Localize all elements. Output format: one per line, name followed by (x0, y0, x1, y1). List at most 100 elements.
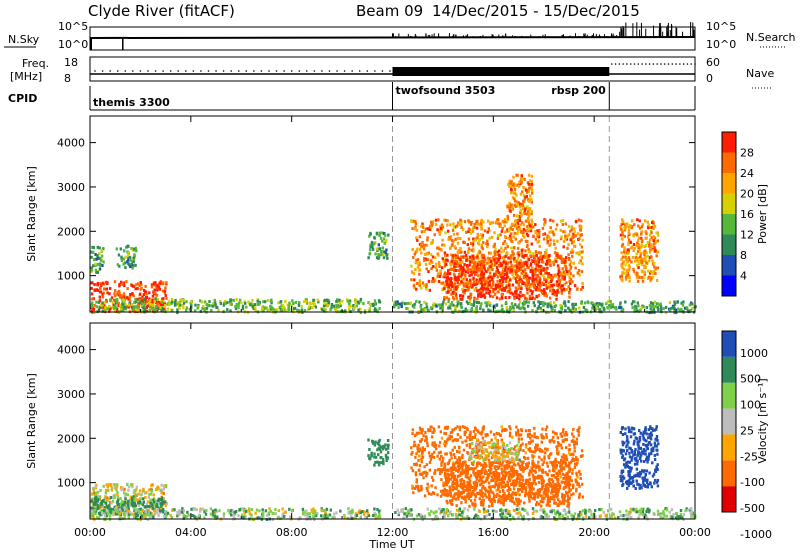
data-cell (150, 285, 154, 289)
data-cell (569, 229, 572, 233)
data-cell (427, 492, 431, 495)
data-cell (409, 301, 412, 305)
data-cell (458, 450, 461, 454)
data-cell (477, 251, 480, 255)
data-cell (487, 260, 491, 264)
data-cell (627, 268, 631, 272)
data-cell (633, 247, 637, 250)
data-cell (498, 481, 501, 485)
data-cell (640, 306, 643, 310)
data-cell (201, 307, 204, 311)
data-cell (549, 230, 553, 234)
data-cell (133, 300, 136, 304)
data-cell (140, 514, 144, 518)
data-cell (377, 509, 381, 513)
data-cell (497, 271, 500, 275)
data-cell (550, 279, 553, 283)
data-cell (518, 275, 522, 279)
data-cell (532, 279, 535, 283)
data-cell (449, 288, 453, 292)
data-cell (480, 280, 483, 284)
data-cell (277, 301, 280, 305)
data-cell (438, 232, 441, 236)
data-cell (474, 427, 478, 431)
data-cell (501, 428, 505, 432)
data-cell (153, 308, 156, 312)
data-cell (447, 306, 450, 310)
data-cell (212, 302, 215, 306)
data-cell (143, 288, 146, 292)
data-cell (420, 488, 423, 492)
data-cell (270, 298, 273, 302)
data-cell (556, 478, 560, 481)
data-cell (513, 479, 517, 483)
data-cell (111, 513, 114, 517)
data-cell (525, 190, 529, 194)
data-cell (626, 260, 629, 264)
data-cell (485, 242, 488, 246)
data-cell (99, 305, 103, 309)
data-cell (629, 224, 632, 228)
data-cell (123, 500, 126, 504)
data-cell (339, 304, 342, 308)
data-cell (376, 515, 380, 519)
data-cell (97, 308, 101, 312)
data-cell (574, 234, 577, 238)
data-cell (651, 305, 654, 309)
data-cell (232, 513, 235, 517)
data-cell (90, 292, 94, 296)
data-cell (110, 501, 113, 505)
data-cell (611, 303, 615, 307)
data-cell (522, 193, 526, 197)
data-cell (578, 484, 581, 488)
data-cell (359, 515, 362, 519)
data-cell (562, 239, 566, 243)
data-cell (436, 246, 439, 250)
data-cell (572, 232, 575, 236)
data-cell (542, 237, 546, 241)
data-cell (537, 288, 540, 292)
data-cell (572, 240, 575, 244)
data-cell (519, 208, 522, 212)
nsearch-label: N.Search (746, 31, 796, 44)
data-cell (457, 248, 461, 252)
data-cell (621, 279, 624, 283)
data-cell (452, 297, 455, 301)
data-cell (182, 513, 185, 517)
data-cell (475, 462, 479, 466)
data-cell (423, 471, 426, 475)
data-cell (552, 232, 556, 236)
data-cell (630, 302, 634, 306)
data-cell (285, 309, 288, 313)
data-cell (543, 291, 546, 295)
data-cell (461, 228, 465, 231)
data-cell (568, 291, 571, 295)
data-cell (117, 498, 120, 502)
data-cell (572, 234, 576, 238)
data-cell (141, 503, 145, 507)
data-cell (620, 251, 623, 255)
data-cell (199, 309, 202, 313)
data-cell (386, 446, 390, 450)
data-cell (306, 515, 310, 519)
data-cell (541, 255, 545, 259)
power-panel-bg (90, 116, 695, 312)
data-cell (393, 301, 396, 305)
data-cell (623, 267, 626, 271)
data-cell (555, 223, 559, 227)
data-cell (420, 457, 423, 461)
data-cell (339, 509, 342, 513)
data-cell (432, 265, 435, 268)
data-cell (587, 301, 590, 305)
power-colorbar-segment (722, 132, 736, 153)
data-cell (415, 258, 418, 262)
data-cell (506, 217, 510, 221)
data-cell (150, 489, 154, 493)
data-cell (420, 286, 423, 290)
data-cell (413, 305, 416, 309)
data-cell (214, 508, 217, 512)
data-cell (222, 512, 226, 516)
data-cell (250, 516, 253, 520)
data-cell (482, 283, 485, 287)
data-cell (223, 301, 226, 305)
